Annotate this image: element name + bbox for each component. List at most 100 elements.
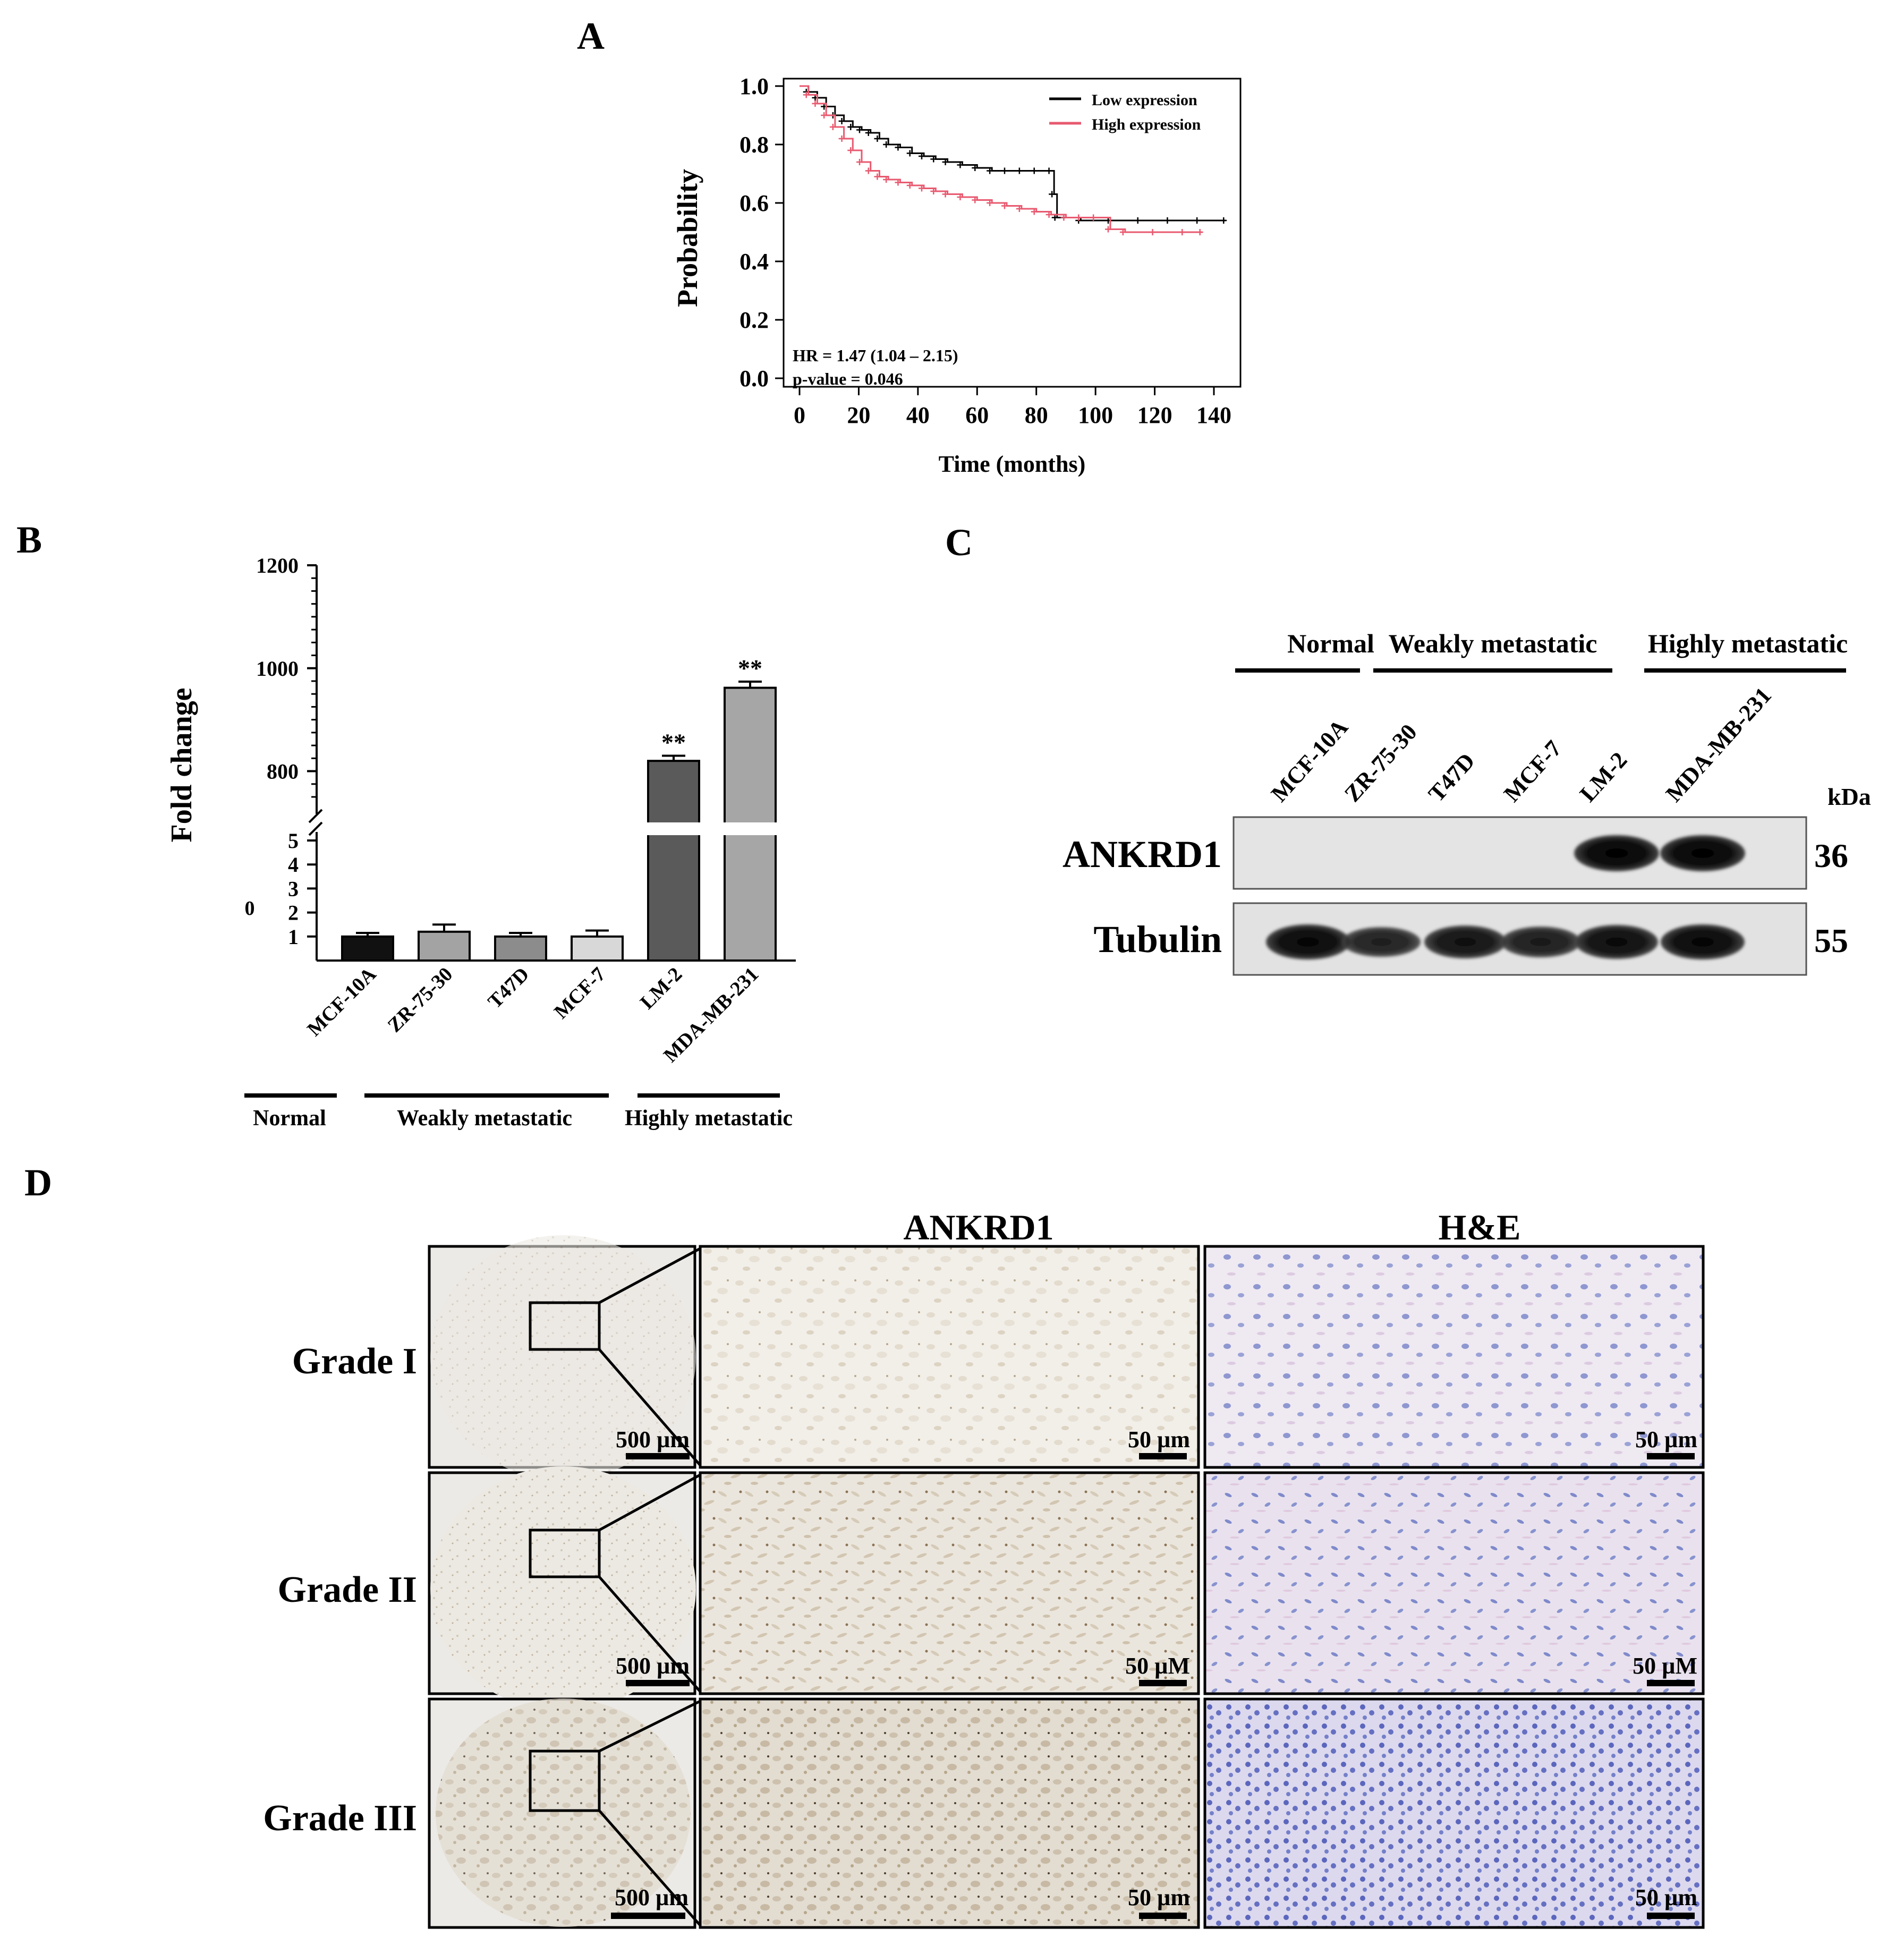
km-censor-mark — [972, 197, 979, 203]
bar-y-tick-label: 1000 — [256, 657, 299, 681]
km-censor-mark — [847, 147, 854, 154]
km-y-tick-label: 0.6 — [740, 190, 769, 216]
bar-y-tick-label: 4 — [288, 853, 299, 877]
ihc-grade-label: Grade III — [263, 1798, 417, 1839]
km-censor-mark — [1220, 217, 1227, 224]
ihc-he-image — [1203, 1245, 1705, 1469]
km-censor-mark — [1049, 191, 1056, 198]
ihc-zoom-box — [529, 1528, 601, 1578]
km-censor-mark — [1194, 217, 1201, 224]
km-censor-mark — [838, 135, 845, 142]
km-censor-mark — [883, 176, 890, 183]
ihc-zoom-line — [598, 1700, 701, 1753]
km-censor-mark — [1001, 202, 1008, 209]
wb-kda-label: kDa — [1828, 783, 1871, 810]
km-censor-mark — [821, 112, 828, 118]
wb-group-normal: Normal — [1287, 628, 1374, 658]
km-censor-mark — [906, 182, 913, 189]
km-y-tick-label: 0.4 — [740, 249, 769, 275]
km-legend-low: Low expression — [1092, 91, 1197, 109]
bar-category-label: ZR-75-30 — [384, 963, 457, 1037]
km-censor-mark — [930, 156, 937, 163]
km-y-tick-label: 1.0 — [740, 73, 769, 99]
km-x-tick-label: 120 — [1137, 402, 1172, 428]
km-censor-mark — [957, 162, 964, 168]
km-censor-mark — [874, 173, 881, 180]
km-legend: Low expression High expression — [1049, 91, 1201, 133]
bar-category-label: MCF-7 — [550, 963, 610, 1023]
bar-group-highly: Highly metastatic — [625, 1106, 793, 1131]
wb-lane-label: T47D — [1423, 748, 1480, 807]
ihc-tissue-core — [430, 1466, 696, 1711]
ihc-row-grade-1: Grade I 500 µm 50 µm 50 µm — [292, 1235, 1705, 1480]
ihc-scale-bar — [1647, 1913, 1695, 1919]
km-legend-high: High expression — [1092, 116, 1201, 133]
km-censor-mark — [838, 118, 845, 124]
ihc-scale-label: 500 µm — [616, 1653, 690, 1679]
ihc-panel: ANKRD1 H&E Grade I 500 µm 50 µm 50 µm Gr… — [263, 1207, 1705, 1929]
km-censor-mark — [919, 185, 925, 192]
km-censor-mark — [1060, 214, 1067, 221]
ihc-scale-bar — [1139, 1913, 1187, 1919]
western-blot: Normal Weakly metastatic Highly metastat… — [1062, 628, 1871, 976]
ihc-ankrd1-image — [699, 1245, 1200, 1469]
bar-group-normal: Normal — [253, 1106, 326, 1131]
km-x-tick-label: 60 — [965, 402, 989, 428]
wb-band — [1575, 925, 1658, 959]
km-censor-mark — [906, 150, 913, 157]
bar-break-gap — [645, 822, 702, 835]
bar-y-tick-label: 2 — [288, 901, 299, 925]
km-xlabel: Time (months) — [939, 451, 1086, 477]
panel-label-b: B — [16, 519, 42, 561]
bar-lm-2 — [647, 760, 700, 962]
km-censor-mark — [856, 159, 863, 165]
wb-band — [1266, 924, 1350, 959]
wb-kda-ankrd1: 36 — [1814, 837, 1848, 874]
ihc-tissue-core — [430, 1235, 696, 1480]
ihc-zoom-line — [598, 1473, 701, 1532]
ihc-scale-bar — [626, 1680, 690, 1686]
km-censor-mark — [987, 200, 993, 206]
bar-break-gap — [721, 822, 779, 835]
bar-y-tick-label: 5 — [288, 829, 299, 853]
bar-y-tick-label: 1200 — [256, 554, 299, 577]
wb-lane-label: MDA-MB-231 — [1661, 682, 1776, 806]
km-x-tick-label: 0 — [794, 402, 805, 428]
ihc-he-image — [1203, 1471, 1705, 1695]
km-censor-mark — [1046, 211, 1052, 218]
ihc-zoom-line — [598, 1247, 701, 1304]
bar-extra-zero-label: 0 — [245, 897, 255, 920]
km-censor-mark — [1149, 229, 1156, 235]
wb-protein-tubulin: Tubulin — [1093, 918, 1222, 961]
km-censor-mark — [1179, 229, 1186, 235]
wb-group-weakly: Weakly metastatic — [1389, 628, 1597, 658]
wb-lane-label: MCF-7 — [1499, 735, 1567, 806]
ihc-zoom-box — [529, 1301, 601, 1351]
bar-error — [509, 932, 532, 937]
kaplan-meier-plot: 0 20 40 60 80 100 120 140 0.0 0.2 0.4 0.6 0.8 1.0 Pro… — [672, 73, 1242, 477]
wb-band — [1424, 925, 1506, 958]
bar-error — [356, 932, 379, 937]
km-censor-mark — [847, 124, 854, 130]
ihc-tissue-core — [436, 1698, 691, 1927]
km-censor-mark — [1046, 167, 1052, 174]
wb-lane-label: MCF-10A — [1266, 714, 1353, 807]
km-censor-mark — [803, 91, 810, 98]
km-y-tick-label: 0.8 — [740, 132, 769, 158]
bar-y-tick-label: 1 — [288, 925, 299, 949]
km-curve-low — [800, 85, 1226, 222]
wb-band — [1501, 927, 1580, 957]
km-censor-mark — [1164, 217, 1171, 224]
ihc-scale-bar — [611, 1913, 685, 1919]
km-ylabel: Probability — [672, 169, 703, 307]
km-censor-mark — [1119, 229, 1126, 235]
km-censor-mark — [1134, 217, 1141, 224]
km-censor-mark — [942, 159, 949, 165]
ihc-scale-bar — [626, 1453, 690, 1459]
panel-label-a: A — [577, 15, 605, 57]
bar-zr-75-30 — [418, 930, 471, 962]
ihc-scale-bar — [1647, 1680, 1695, 1686]
km-censor-mark — [942, 191, 949, 198]
